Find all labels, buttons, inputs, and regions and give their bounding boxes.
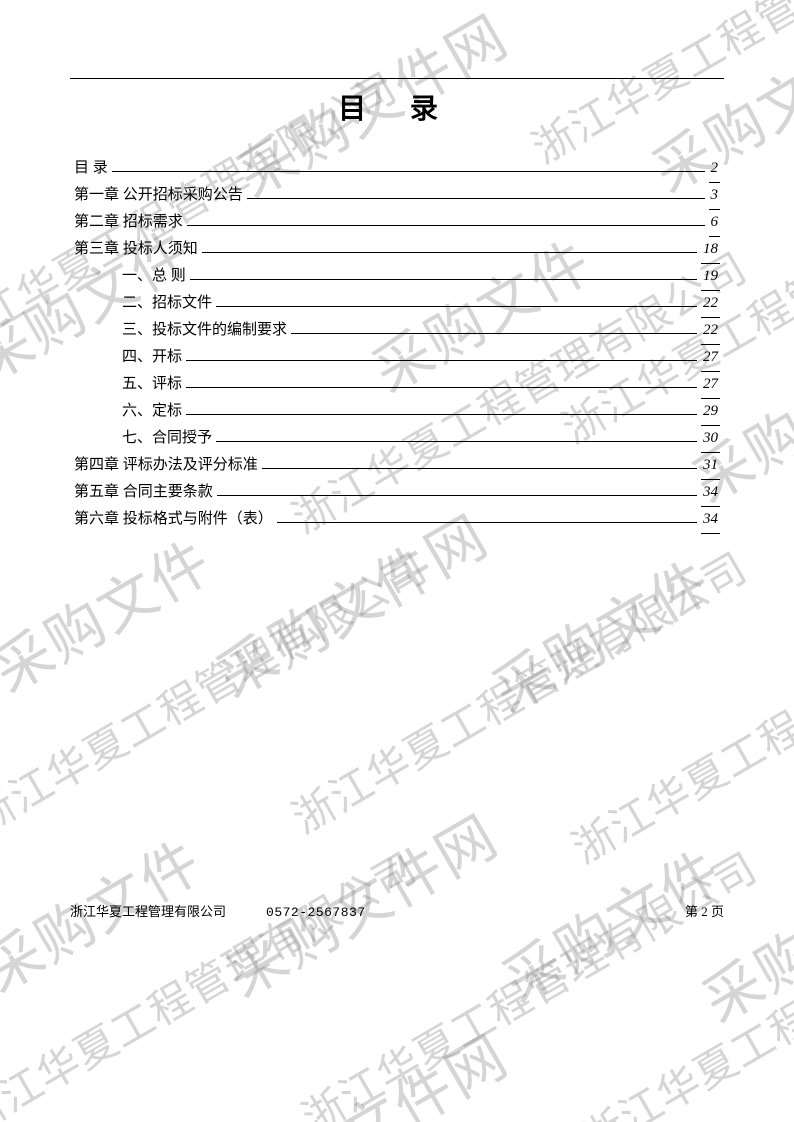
toc-page-number: 6 — [709, 209, 721, 237]
toc-label: 二、招标文件 — [122, 290, 212, 317]
footer-phone: 0572-2567837 — [266, 905, 366, 920]
table-of-contents: 目 录2第一章 公开招标采购公告3第二章 招标需求6第三章 投标人须知18一、总… — [70, 155, 724, 533]
footer-company: 浙江华夏工程管理有限公司 — [70, 901, 226, 920]
toc-label: 五、评标 — [122, 371, 182, 398]
toc-row: 第六章 投标格式与附件（表） 34 — [74, 506, 720, 533]
page-content: 目 录 目 录 2 第一章 公开招标采购公告 3 第二章 招标需求 6 第三章 投标人须知 1… — [0, 0, 794, 1122]
toc-page-number: 34 — [701, 506, 720, 534]
toc-label: 第二章 招标需求 — [74, 209, 183, 236]
toc-leader-line — [186, 360, 697, 361]
toc-row: 一、总 则 19 — [74, 263, 720, 290]
toc-page-number: 18 — [701, 236, 720, 264]
toc-label: 六、定标 — [122, 398, 182, 425]
toc-label: 一、总 则 — [122, 263, 186, 290]
footer-page-number: 第 2 页 — [685, 901, 724, 920]
toc-leader-line — [216, 306, 697, 307]
toc-label: 目 录 — [74, 155, 108, 182]
header-rule — [70, 78, 724, 79]
toc-page-number: 3 — [709, 182, 721, 210]
toc-leader-line — [190, 279, 697, 280]
toc-page-number: 31 — [701, 452, 720, 480]
toc-row: 六、定标 29 — [74, 398, 720, 425]
toc-row: 第四章 评标办法及评分标准 31 — [74, 452, 720, 479]
toc-page-number: 27 — [701, 344, 720, 372]
page-title: 目 录 — [70, 87, 724, 127]
toc-row: 五、评标 27 — [74, 371, 720, 398]
toc-leader-line — [186, 387, 697, 388]
toc-page-number: 22 — [701, 290, 720, 318]
toc-label: 第三章 投标人须知 — [74, 236, 198, 263]
toc-row: 七、合同授予 30 — [74, 425, 720, 452]
toc-label: 七、合同授予 — [122, 425, 212, 452]
toc-label: 第一章 公开招标采购公告 — [74, 182, 243, 209]
toc-leader-line — [277, 522, 697, 523]
toc-leader-line — [262, 468, 697, 469]
toc-leader-line — [247, 198, 705, 199]
toc-leader-line — [186, 414, 697, 415]
toc-row: 三、投标文件的编制要求 22 — [74, 317, 720, 344]
toc-row: 二、招标文件 22 — [74, 290, 720, 317]
toc-label: 四、开标 — [122, 344, 182, 371]
toc-leader-line — [216, 441, 697, 442]
toc-row: 四、开标 27 — [74, 344, 720, 371]
toc-leader-line — [187, 225, 705, 226]
toc-label: 三、投标文件的编制要求 — [122, 317, 287, 344]
toc-row: 第一章 公开招标采购公告 3 — [74, 182, 720, 209]
toc-page-number: 30 — [701, 425, 720, 453]
toc-leader-line — [202, 252, 697, 253]
toc-page-number: 34 — [701, 479, 720, 507]
toc-row: 第五章 合同主要条款 34 — [74, 479, 720, 506]
toc-page-number: 27 — [701, 371, 720, 399]
toc-row: 第三章 投标人须知 18 — [74, 236, 720, 263]
toc-leader-line — [112, 171, 705, 172]
toc-row: 第二章 招标需求 6 — [74, 209, 720, 236]
page-footer: 浙江华夏工程管理有限公司 0572-2567837 第 2 页 — [70, 901, 724, 920]
toc-leader-line — [217, 495, 697, 496]
toc-label: 第五章 合同主要条款 — [74, 479, 213, 506]
toc-label: 第四章 评标办法及评分标准 — [74, 452, 258, 479]
toc-page-number: 2 — [709, 155, 721, 183]
toc-label: 第六章 投标格式与附件（表） — [74, 506, 273, 533]
toc-page-number: 29 — [701, 398, 720, 426]
toc-page-number: 19 — [701, 263, 720, 291]
toc-row: 目 录 2 — [74, 155, 720, 182]
toc-page-number: 22 — [701, 317, 720, 345]
toc-leader-line — [291, 333, 697, 334]
